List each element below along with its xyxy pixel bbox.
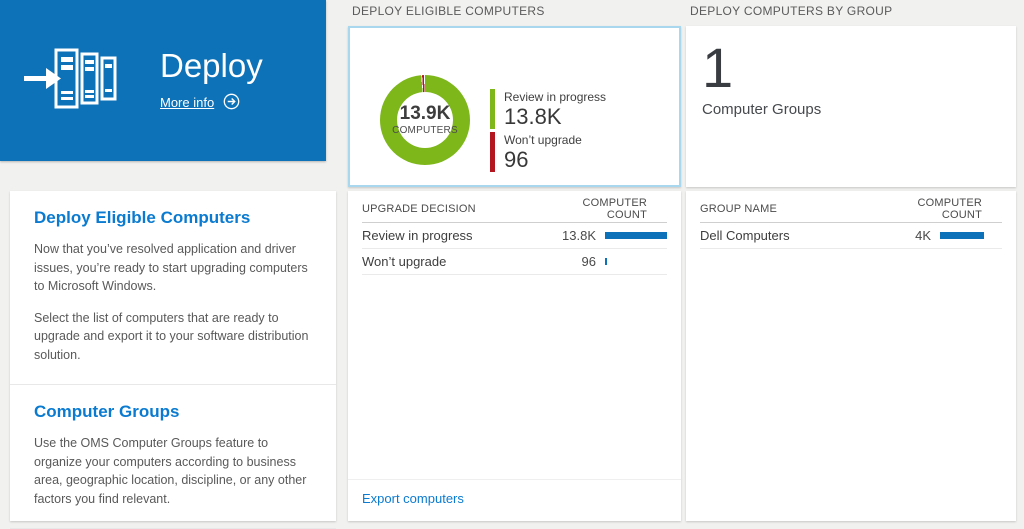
group-table-panel: GROUP NAME COMPUTER COUNT Dell Computers…	[686, 191, 1016, 521]
section-paragraph: Use the OMS Computer Groups feature to o…	[34, 436, 307, 506]
legend-item-review-in-progress: Review in progress 13.8K	[490, 89, 606, 129]
donut-chart: 13.9K COMPUTERS	[380, 75, 470, 165]
legend-value: 13.8K	[504, 104, 562, 129]
row-label: Review in progress	[362, 228, 473, 243]
right-column-header: DEPLOY COMPUTERS BY GROUP	[690, 4, 893, 18]
section-deploy-eligible-computers: Deploy Eligible Computers Now that you’v…	[10, 191, 336, 385]
more-info-link[interactable]: More info	[160, 93, 263, 113]
upgrade-decision-table: UPGRADE DECISION COMPUTER COUNT Review i…	[362, 195, 667, 275]
computer-groups-summary-tile[interactable]: 1 Computer Groups	[686, 26, 1016, 187]
donut-center-value: 13.9K	[399, 102, 451, 124]
chart-legend: Review in progress 13.8K Won’t upgrade 9…	[490, 89, 606, 175]
deploy-tile[interactable]: Deploy More info	[0, 0, 326, 161]
section-heading: Deploy Eligible Computers	[34, 208, 251, 227]
row-value: 96	[581, 254, 596, 269]
export-computers-link[interactable]: Export computers	[362, 491, 464, 506]
table-row-review-in-progress[interactable]: Review in progress 13.8K	[362, 223, 667, 249]
upgrade-decision-table-panel: UPGRADE DECISION COMPUTER COUNT Review i…	[348, 191, 681, 521]
row-value: 13.8K	[562, 228, 596, 243]
table-row-wont-upgrade[interactable]: Won’t upgrade 96	[362, 249, 667, 275]
donut-center-label: COMPUTERS	[392, 125, 458, 137]
row-value: 4K	[915, 228, 931, 243]
count-bar	[605, 258, 607, 265]
group-count-value: 1	[702, 36, 734, 99]
group-count-label: Computer Groups	[702, 101, 822, 119]
more-info-label[interactable]: More info	[160, 95, 215, 111]
section-computer-groups: Computer Groups Use the OMS Computer Gro…	[10, 385, 336, 529]
table-panel-footer: Export computers	[348, 479, 681, 521]
legend-label: Won’t upgrade	[504, 133, 582, 147]
table-header-row: UPGRADE DECISION COMPUTER COUNT	[362, 195, 667, 223]
row-bar-cell	[605, 232, 667, 239]
row-bar-cell	[605, 258, 667, 265]
group-table: GROUP NAME COMPUTER COUNT Dell Computers…	[700, 195, 1002, 249]
tile-title: Deploy	[160, 47, 263, 85]
arrow-circle-icon[interactable]	[223, 93, 240, 113]
legend-value: 96	[504, 147, 529, 172]
legend-label: Review in progress	[504, 90, 607, 104]
table-header-row: GROUP NAME COMPUTER COUNT	[700, 195, 1002, 223]
deploy-books-icon	[24, 45, 120, 116]
table-row-dell-computers[interactable]: Dell Computers 4K	[700, 223, 1002, 249]
eligible-computers-chart-tile[interactable]: 13.9K COMPUTERS Review in progress 13.8K…	[348, 26, 681, 187]
middle-column-header: DEPLOY ELIGIBLE COMPUTERS	[352, 4, 545, 18]
column-upgrade-decision: UPGRADE DECISION	[362, 202, 476, 215]
section-heading: Computer Groups	[34, 402, 180, 421]
row-bar-cell	[940, 232, 1002, 239]
donut-center: 13.9K COMPUTERS	[392, 92, 458, 148]
column-computer-count: COMPUTER COUNT	[917, 196, 982, 221]
count-bar	[940, 232, 984, 239]
count-bar	[605, 232, 667, 239]
row-label: Dell Computers	[700, 228, 790, 243]
section-paragraph: Now that you’ve resolved application and…	[34, 242, 308, 293]
row-label: Won’t upgrade	[362, 254, 447, 269]
legend-swatch-green	[490, 89, 495, 129]
deploy-info-panel: Deploy Eligible Computers Now that you’v…	[10, 191, 336, 529]
legend-item-wont-upgrade: Won’t upgrade 96	[490, 132, 606, 172]
column-computer-count: COMPUTER COUNT	[582, 196, 647, 221]
column-group-name: GROUP NAME	[700, 202, 777, 215]
legend-swatch-red	[490, 132, 495, 172]
section-paragraph: Select the list of computers that are re…	[34, 310, 309, 362]
